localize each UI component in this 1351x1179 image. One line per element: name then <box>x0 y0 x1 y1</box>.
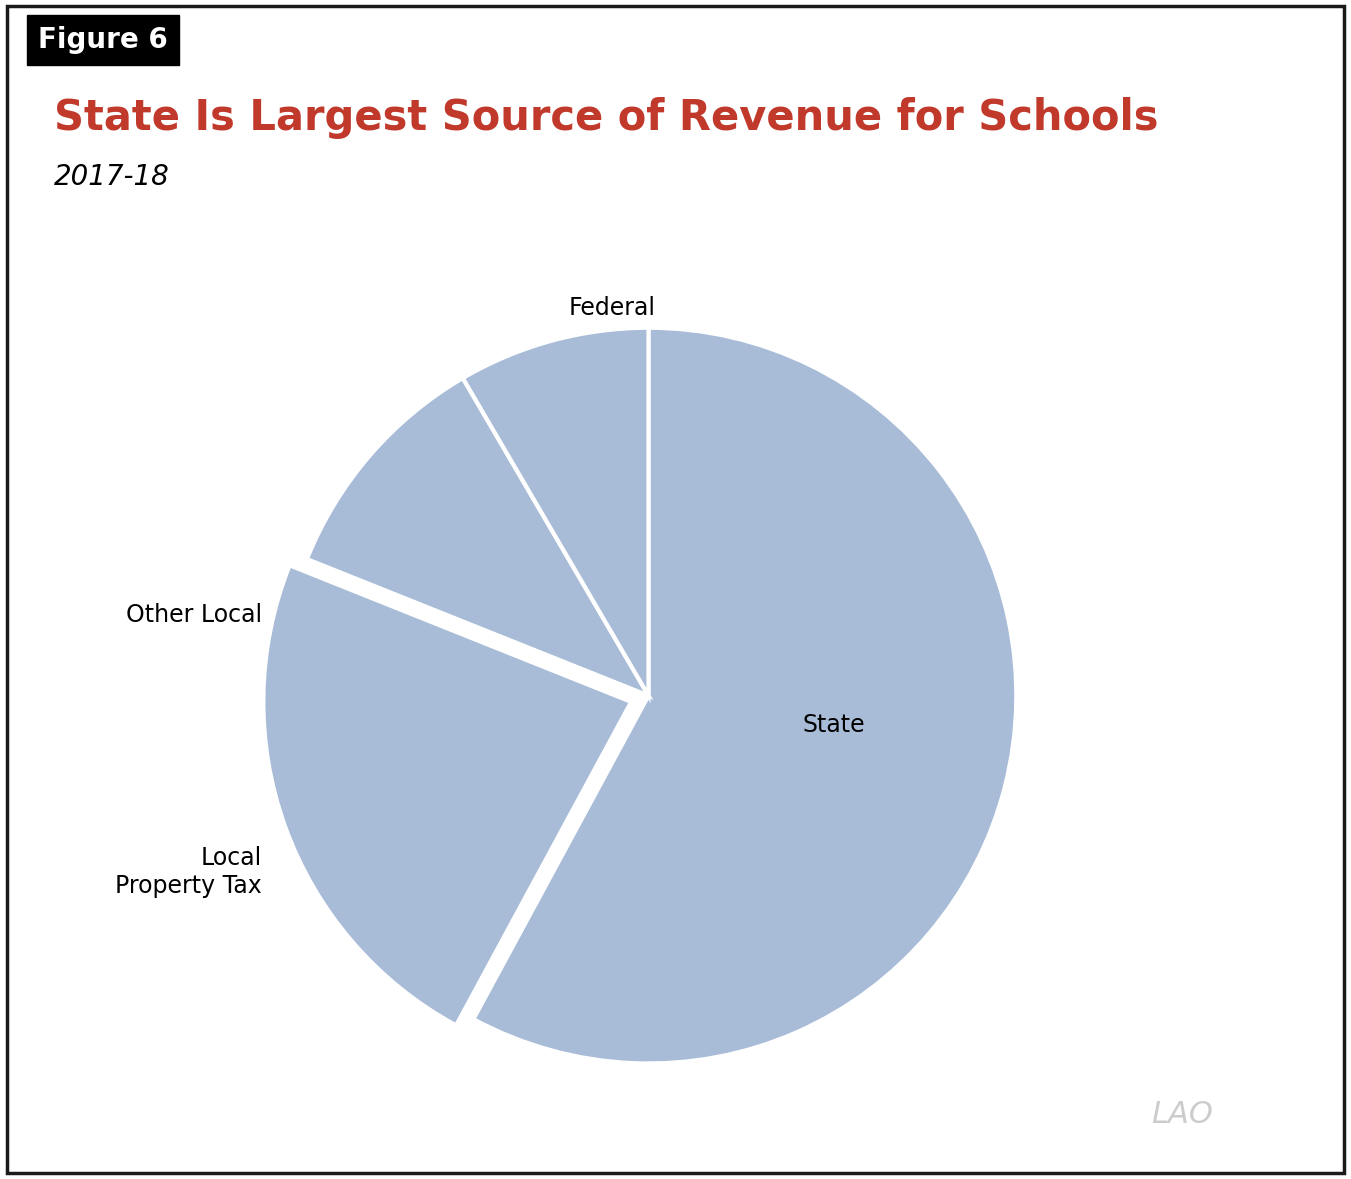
Text: LAO: LAO <box>1151 1100 1213 1128</box>
Text: Figure 6: Figure 6 <box>38 26 168 54</box>
Wedge shape <box>307 378 648 696</box>
Wedge shape <box>263 565 631 1026</box>
Wedge shape <box>473 328 1016 1063</box>
Text: State: State <box>802 713 866 737</box>
Text: Other Local: Other Local <box>126 602 262 627</box>
Text: Local
Property Tax: Local Property Tax <box>115 847 262 898</box>
Text: Federal: Federal <box>569 296 655 321</box>
Text: State Is Largest Source of Revenue for Schools: State Is Largest Source of Revenue for S… <box>54 97 1159 139</box>
Wedge shape <box>463 328 648 696</box>
Text: 2017-18: 2017-18 <box>54 163 170 191</box>
